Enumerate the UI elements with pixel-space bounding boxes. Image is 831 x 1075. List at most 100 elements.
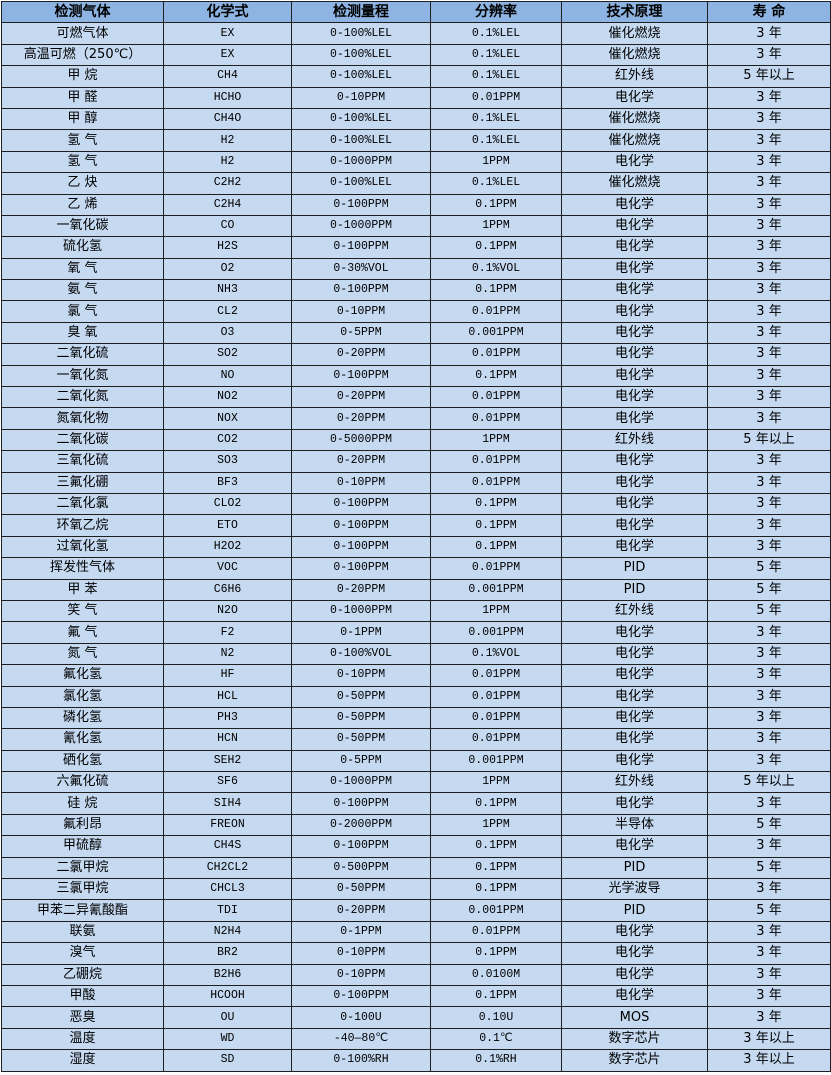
cell-principle: 催化燃烧: [561, 22, 708, 45]
cell-principle: 电化学: [561, 150, 708, 174]
cell-range: 0-1000PPM: [291, 771, 431, 794]
cell-lifespan: 3 年: [707, 642, 831, 666]
cell-lifespan: 5 年: [707, 557, 831, 580]
cell-resolution: 0.1PPM: [430, 942, 562, 965]
cell-gas: 氟 气: [1, 621, 164, 644]
cell-resolution: 0.001PPM: [430, 621, 562, 644]
table-row: 氨 气 NH3 0-100PPM 0.1PPM 电化学 3 年: [1, 279, 831, 302]
cell-resolution: 0.1%LEL: [430, 129, 562, 152]
cell-principle: 电化学: [561, 86, 708, 109]
cell-range: 0-5PPM: [291, 749, 431, 773]
table-row: 硅 烷 SIH4 0-100PPM 0.1PPM 电化学 3 年: [1, 792, 831, 815]
cell-gas: 氯 气: [1, 300, 164, 323]
table-row: 氮 气 N2 0-100%VOL 0.1%VOL 电化学 3 年: [1, 642, 831, 666]
cell-formula: CH2CL2: [163, 856, 292, 880]
cell-resolution: 0.1PPM: [430, 514, 562, 537]
cell-range: 0-100PPM: [291, 792, 431, 815]
cell-principle: 电化学: [561, 364, 708, 388]
cell-resolution: 0.1%LEL: [430, 22, 562, 45]
cell-lifespan: 3 年: [707, 878, 831, 901]
cell-range: 0-5PPM: [291, 321, 431, 345]
cell-lifespan: 3 年以上: [707, 1027, 831, 1051]
cell-formula: C2H4: [163, 193, 292, 216]
cell-lifespan: 3 年: [707, 450, 831, 473]
cell-range: 0-100PPM: [291, 193, 431, 216]
cell-range: 0-50PPM: [291, 878, 431, 901]
cell-lifespan: 3 年: [707, 43, 831, 67]
cell-principle: 数字芯片: [561, 1027, 708, 1051]
cell-formula: NH3: [163, 279, 292, 302]
cell-formula: N2: [163, 642, 292, 666]
cell-gas: 乙 炔: [1, 172, 164, 195]
cell-formula: H2: [163, 150, 292, 174]
table-row: 硫化氢 H2S 0-100PPM 0.1PPM 电化学 3 年: [1, 236, 831, 259]
cell-lifespan: 3 年: [707, 279, 831, 302]
cell-gas: 氧 气: [1, 257, 164, 281]
cell-resolution: 0.001PPM: [430, 749, 562, 773]
cell-formula: B2H6: [163, 963, 292, 986]
cell-range: 0-20PPM: [291, 450, 431, 473]
cell-gas: 硅 烷: [1, 792, 164, 815]
cell-range: 0-10PPM: [291, 963, 431, 986]
table-row: 氮氧化物 NOX 0-20PPM 0.01PPM 电化学 3 年: [1, 407, 831, 430]
cell-gas: 溴气: [1, 942, 164, 965]
table-row: 甲 醛 HCHO 0-10PPM 0.01PPM 电化学 3 年: [1, 86, 831, 109]
cell-formula: BF3: [163, 471, 292, 494]
cell-formula: F2: [163, 621, 292, 644]
cell-range: 0-10PPM: [291, 300, 431, 323]
cell-gas: 乙 烯: [1, 193, 164, 216]
table-row: 乙 炔 C2H2 0-100%LEL 0.1%LEL 催化燃烧 3 年: [1, 172, 831, 195]
cell-principle: 电化学: [561, 535, 708, 559]
cell-principle: 红外线: [561, 599, 708, 623]
cell-gas: 二氯甲烷: [1, 856, 164, 880]
cell-formula: NO2: [163, 386, 292, 409]
table-row: 甲 醇 CH4O 0-100%LEL 0.1%LEL 催化燃烧 3 年: [1, 107, 831, 131]
cell-resolution: 0.1℃: [430, 1027, 562, 1051]
cell-range: 0-100%LEL: [291, 172, 431, 195]
cell-range: 0-100PPM: [291, 984, 431, 1008]
cell-resolution: 0.1%LEL: [430, 43, 562, 67]
cell-range: 0-50PPM: [291, 685, 431, 708]
cell-gas: 氮氧化物: [1, 407, 164, 430]
cell-formula: SIH4: [163, 792, 292, 815]
cell-principle: 数字芯片: [561, 1049, 708, 1072]
cell-lifespan: 3 年: [707, 172, 831, 195]
cell-formula: C6H6: [163, 578, 292, 601]
cell-lifespan: 3 年: [707, 1006, 831, 1029]
cell-range: 0-20PPM: [291, 407, 431, 430]
cell-lifespan: 3 年: [707, 257, 831, 281]
header-row: 检测气体 化学式 检测量程 分辨率 技术原理 寿 命: [1, 0, 831, 24]
cell-resolution: 0.1PPM: [430, 364, 562, 388]
cell-resolution: 0.1PPM: [430, 535, 562, 559]
cell-principle: 电化学: [561, 749, 708, 773]
cell-resolution: 0.01PPM: [430, 685, 562, 708]
cell-principle: 电化学: [561, 193, 708, 216]
cell-range: 0-1PPM: [291, 621, 431, 644]
cell-lifespan: 3 年: [707, 22, 831, 45]
cell-gas: 挥发性气体: [1, 557, 164, 580]
cell-principle: 电化学: [561, 450, 708, 473]
table-row: 一氧化氮 NO 0-100PPM 0.1PPM 电化学 3 年: [1, 364, 831, 388]
cell-range: 0-2000PPM: [291, 813, 431, 837]
cell-resolution: 0.01PPM: [430, 407, 562, 430]
cell-range: 0-500PPM: [291, 856, 431, 880]
cell-gas: 高温可燃（250℃）: [1, 43, 164, 67]
cell-formula: H2S: [163, 236, 292, 259]
cell-formula: H2O2: [163, 535, 292, 559]
cell-formula: HCOOH: [163, 984, 292, 1008]
cell-gas: 一氧化碳: [1, 214, 164, 238]
cell-gas: 氨 气: [1, 279, 164, 302]
cell-lifespan: 3 年: [707, 963, 831, 986]
cell-resolution: 0.1PPM: [430, 835, 562, 858]
table-row: 三氧化硫 SO3 0-20PPM 0.01PPM 电化学 3 年: [1, 450, 831, 473]
cell-range: 0-100%VOL: [291, 642, 431, 666]
cell-range: -40—80℃: [291, 1027, 431, 1051]
table-row: 氟 气 F2 0-1PPM 0.001PPM 电化学 3 年: [1, 621, 831, 644]
cell-lifespan: 3 年: [707, 942, 831, 965]
cell-lifespan: 5 年: [707, 856, 831, 880]
cell-resolution: 0.01PPM: [430, 386, 562, 409]
header-resolution: 分辨率: [430, 0, 562, 24]
table-row: 甲酸 HCOOH 0-100PPM 0.1PPM 电化学 3 年: [1, 984, 831, 1008]
cell-formula: SEH2: [163, 749, 292, 773]
cell-gas: 湿度: [1, 1049, 164, 1072]
